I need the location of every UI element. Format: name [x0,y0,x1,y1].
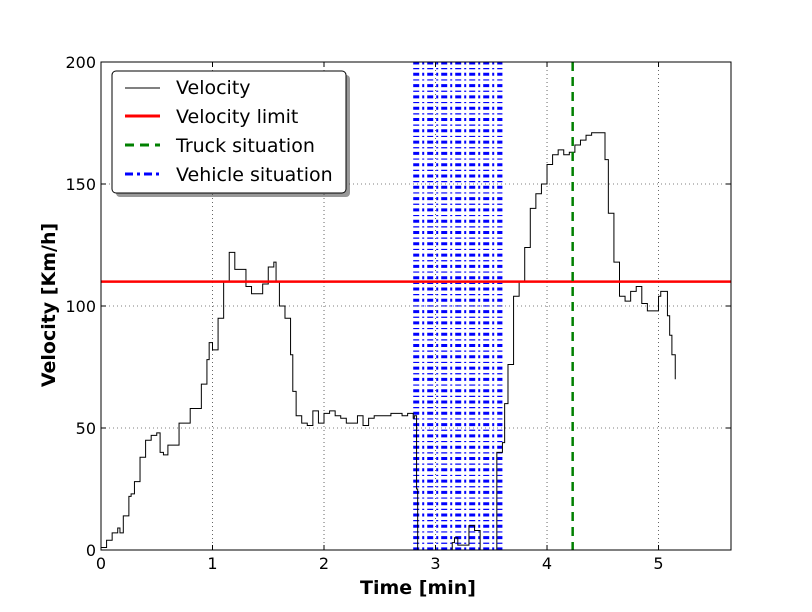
y-tick-label: 0 [86,541,96,560]
x-axis-label: Time [min] [360,577,476,599]
legend-label-velocity-limit: Velocity limit [176,106,298,128]
y-tick-label: 200 [65,53,96,72]
x-tick-label: 2 [319,554,329,573]
series-layer [101,132,676,551]
x-tick-label: 0 [96,554,106,573]
legend-label-velocity: Velocity [176,77,251,99]
legend-label-truck-situation: Truck situation [175,135,315,157]
reference-lines [101,62,731,550]
legend-box [111,70,347,194]
x-tick-label: 5 [653,554,663,573]
x-tick-label: 1 [207,554,217,573]
y-tick-label: 100 [65,297,96,316]
legend-label-vehicle-situation: Vehicle situation [176,164,333,186]
x-tick-label: 4 [542,554,552,573]
vehicle-situation-band [413,61,503,551]
x-tick-label: 3 [430,554,440,573]
y-tick-label: 50 [76,419,96,438]
y-tick-label: 150 [65,175,96,194]
y-axis-label: Velocity [Km/h] [38,223,60,387]
series-line-velocity [101,132,676,551]
legend: Velocity Velocity limit Truck situation … [111,70,350,197]
